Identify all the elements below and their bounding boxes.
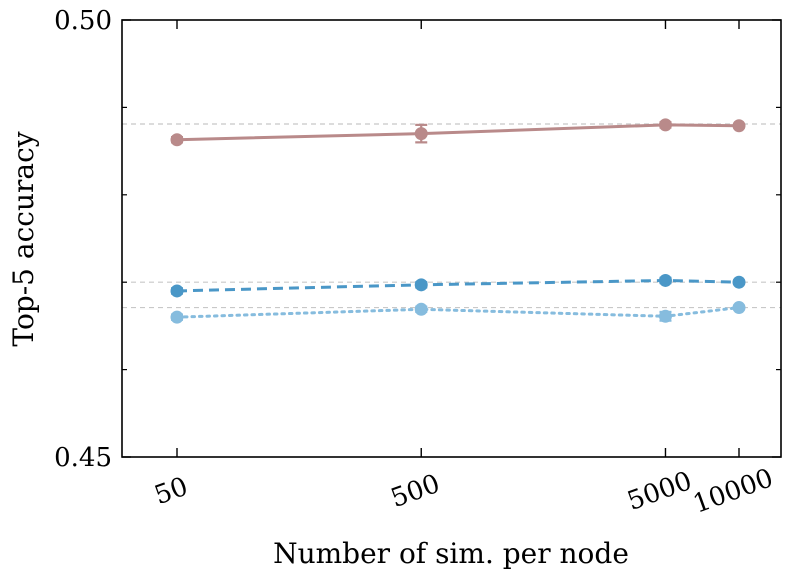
data-point: [170, 133, 184, 147]
x-tick-label: 10000: [689, 463, 777, 519]
x-axis-label: Number of sim. per node: [273, 537, 629, 570]
data-point: [732, 119, 746, 133]
y-tick-label: 0.45: [54, 443, 112, 473]
data-point: [658, 309, 672, 323]
y-tick-label: 0.50: [54, 6, 112, 36]
data-point: [414, 302, 428, 316]
series-2: [170, 273, 746, 298]
data-point: [658, 118, 672, 132]
series-line: [175, 306, 741, 319]
data-point: [170, 310, 184, 324]
x-tick-label: 50: [151, 472, 192, 512]
y-axis: 0.45 0.50: [54, 6, 781, 473]
data-point: [732, 275, 746, 289]
x-tick-label: 500: [387, 469, 444, 514]
series-1: [170, 118, 746, 147]
series-group: [170, 118, 746, 324]
y-axis-label: Top-5 accuracy: [7, 131, 40, 346]
series-3: [170, 301, 746, 324]
data-point: [732, 301, 746, 315]
plot-frame: [121, 19, 782, 458]
series-line: [176, 123, 740, 142]
x-tick-label: 5000: [624, 466, 696, 517]
data-point: [658, 273, 672, 287]
data-point: [170, 284, 184, 298]
data-point: [414, 278, 428, 292]
data-point: [414, 127, 428, 141]
